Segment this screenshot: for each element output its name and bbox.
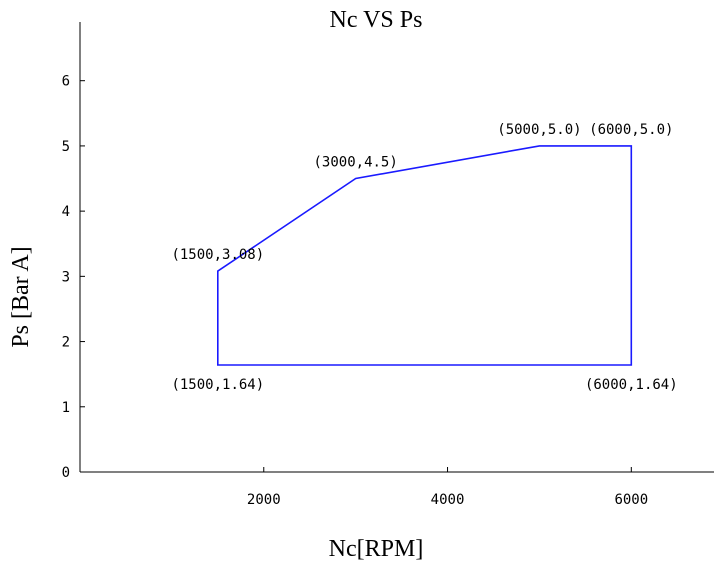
- point-annotation: (1500,1.64): [171, 377, 264, 393]
- x-axis-label: Nc[RPM]: [329, 536, 424, 562]
- x-tick-label: 4000: [431, 492, 465, 508]
- series-line: [217, 145, 633, 366]
- y-tick-label: 4: [62, 204, 70, 220]
- point-annotation: (6000,5.0): [589, 122, 673, 138]
- y-tick-label: 2: [62, 335, 70, 351]
- point-annotation: (5000,5.0): [497, 122, 581, 138]
- point-annotation: (6000,1.64): [585, 377, 678, 393]
- x-tick-label: 6000: [614, 492, 648, 508]
- y-tick-label: 6: [62, 74, 70, 90]
- chart-title: Nc VS Ps: [330, 7, 423, 33]
- plot-area: [217, 145, 633, 366]
- y-axis-label: Ps [Bar A]: [8, 246, 34, 347]
- x-tick-label: 2000: [247, 492, 281, 508]
- y-tick-label: 5: [62, 139, 70, 155]
- y-tick-label: 0: [62, 465, 70, 481]
- axes: [79, 22, 714, 473]
- point-annotation: (3000,4.5): [314, 155, 398, 171]
- point-annotation: (1500,3.08): [171, 247, 264, 263]
- y-tick-label: 3: [62, 269, 70, 285]
- y-tick-label: 1: [62, 400, 70, 416]
- annotations: (1500,1.64) (1500,3.08) (3000,4.5) (5000,5.…: [171, 122, 677, 393]
- ticks: 0 1 2 3 4 5 6 2000 4000 6000: [62, 74, 649, 508]
